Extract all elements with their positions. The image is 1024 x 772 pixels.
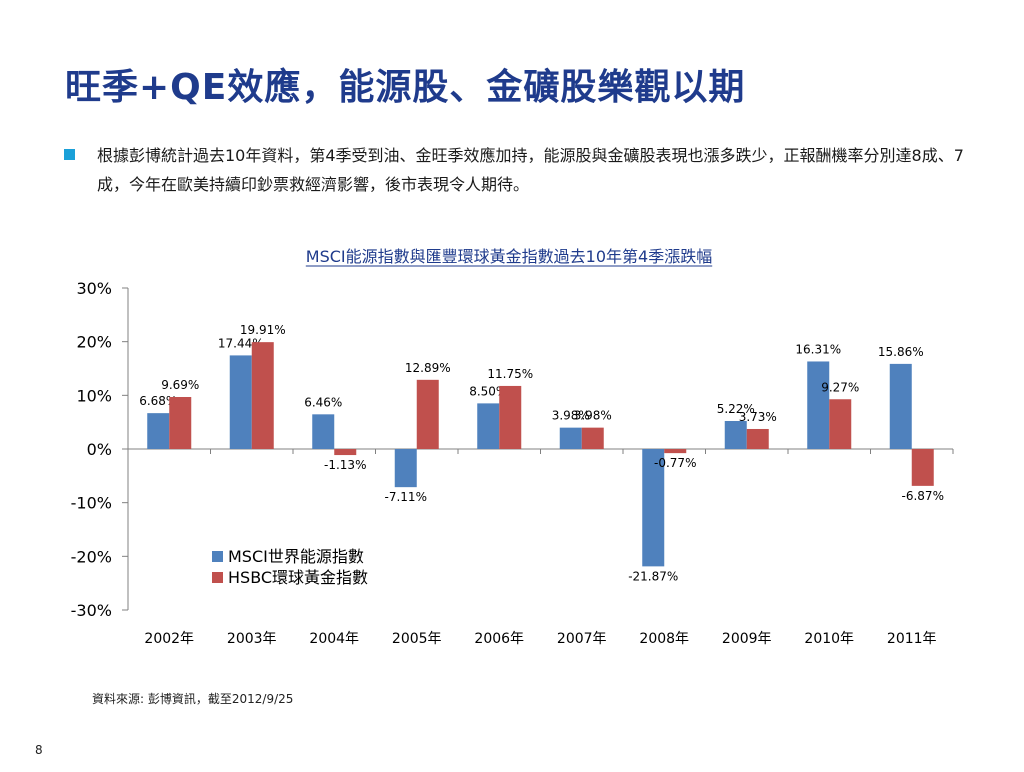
slide-title: 旺季+QE效應，能源股、金礦股樂觀以期 xyxy=(65,67,746,108)
x-category-label: 2004年 xyxy=(309,631,359,647)
x-category-label: 2007年 xyxy=(557,631,607,647)
data-label: 3.98% xyxy=(552,409,590,423)
bar-hsbc-gold xyxy=(911,449,934,486)
y-tick-label: -20% xyxy=(71,547,112,566)
chart-title: MSCI能源指數與匯豐環球黃金指數過去10年第4季漲跌幅 xyxy=(306,247,712,266)
bar-hsbc-gold xyxy=(746,428,769,449)
data-label: 6.68% xyxy=(139,394,177,408)
data-label: 6.46% xyxy=(304,395,342,409)
bar-hsbc-gold xyxy=(334,449,357,456)
source-note: 資料來源: 彭博資訊，截至2012/9/25 xyxy=(92,692,294,706)
bar-hsbc-gold xyxy=(829,399,852,449)
x-category-label: 2005年 xyxy=(392,631,442,647)
bullet-square-icon xyxy=(64,149,75,160)
data-label: 8.50% xyxy=(469,384,507,398)
bar-msci-energy xyxy=(559,427,582,449)
data-label: 9.27% xyxy=(821,380,859,394)
x-category-label: 2006年 xyxy=(474,631,524,647)
data-label: -7.11% xyxy=(385,490,427,504)
y-tick-label: 30% xyxy=(76,279,112,298)
data-label: 9.69% xyxy=(161,378,199,392)
bar-hsbc-gold xyxy=(664,449,687,454)
data-label: 15.86% xyxy=(878,345,924,359)
x-category-label: 2011年 xyxy=(887,631,937,647)
data-label: 12.89% xyxy=(405,361,451,375)
data-label: 5.22% xyxy=(717,402,755,416)
data-label: -1.13% xyxy=(324,458,366,472)
y-tick-label: 20% xyxy=(76,333,112,352)
bar-hsbc-gold xyxy=(169,396,192,449)
bar-msci-energy xyxy=(229,355,252,449)
y-tick-label: 10% xyxy=(76,386,112,405)
data-label: 11.75% xyxy=(487,367,533,381)
bar-msci-energy xyxy=(889,363,912,449)
legend-swatch xyxy=(212,572,223,583)
data-label: -21.87% xyxy=(628,569,678,583)
bar-hsbc-gold xyxy=(581,427,604,449)
y-tick-label: 0% xyxy=(87,440,112,459)
y-tick-label: -30% xyxy=(71,601,112,620)
bar-hsbc-gold xyxy=(499,385,522,449)
x-category-label: 2008年 xyxy=(639,631,689,647)
legend-label: HSBC環球黃金指數 xyxy=(228,568,368,587)
bar-msci-energy xyxy=(642,449,665,567)
legend-swatch xyxy=(212,551,223,562)
bar-msci-energy xyxy=(724,420,747,449)
bar-msci-energy xyxy=(147,413,170,449)
y-tick-label: -10% xyxy=(71,494,112,513)
bar-hsbc-gold xyxy=(251,342,274,449)
bar-hsbc-gold xyxy=(416,379,439,449)
bar-msci-energy xyxy=(477,403,500,449)
data-label: -6.87% xyxy=(902,489,944,503)
data-label: -0.77% xyxy=(654,456,696,470)
bar-msci-energy xyxy=(807,361,830,449)
legend-label: MSCI世界能源指數 xyxy=(228,547,364,566)
x-category-label: 2009年 xyxy=(722,631,772,647)
x-category-label: 2003年 xyxy=(227,631,277,647)
bar-msci-energy xyxy=(394,449,417,488)
data-label: 16.31% xyxy=(795,342,841,356)
bullet-text: 根據彭博統計過去10年資料，第4季受到油、金旺季效應加持，能源股與金礦股表現也漲… xyxy=(97,146,964,194)
bar-msci-energy xyxy=(312,414,335,449)
data-label: 3.73% xyxy=(739,410,777,424)
x-category-label: 2010年 xyxy=(804,631,854,647)
data-label: 3.98% xyxy=(574,409,612,423)
bullet-paragraph: 根據彭博統計過去10年資料，第4季受到油、金旺季效應加持，能源股與金礦股表現也漲… xyxy=(64,141,964,199)
x-category-label: 2002年 xyxy=(144,631,194,647)
data-label: 19.91% xyxy=(240,323,286,337)
page-number: 8 xyxy=(35,743,43,757)
